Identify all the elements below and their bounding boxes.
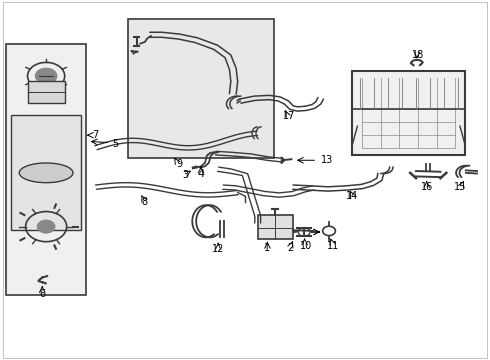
Circle shape [35,68,57,84]
Text: 17: 17 [283,111,295,121]
Text: 18: 18 [412,50,424,60]
Bar [11,116,81,230]
Text: 1: 1 [265,243,270,253]
Text: 12: 12 [212,244,224,254]
Text: 11: 11 [327,241,339,251]
Ellipse shape [19,163,73,183]
Text: 7: 7 [93,130,99,140]
Text: 13: 13 [321,155,333,165]
Bar [352,71,465,155]
Text: 5: 5 [112,139,119,149]
Circle shape [37,220,55,233]
Text: 15: 15 [454,182,466,192]
Text: 6: 6 [39,289,45,299]
Text: 8: 8 [142,197,148,207]
Bar [258,215,293,239]
Text: 16: 16 [420,182,433,192]
Bar [128,19,274,158]
Text: 10: 10 [300,241,312,251]
Text: 2: 2 [287,243,293,253]
Text: 14: 14 [346,191,359,201]
Text: 9: 9 [176,159,182,169]
Text: 3: 3 [182,170,189,180]
Bar [5,44,86,295]
Text: 4: 4 [197,168,205,179]
Bar [27,81,65,103]
